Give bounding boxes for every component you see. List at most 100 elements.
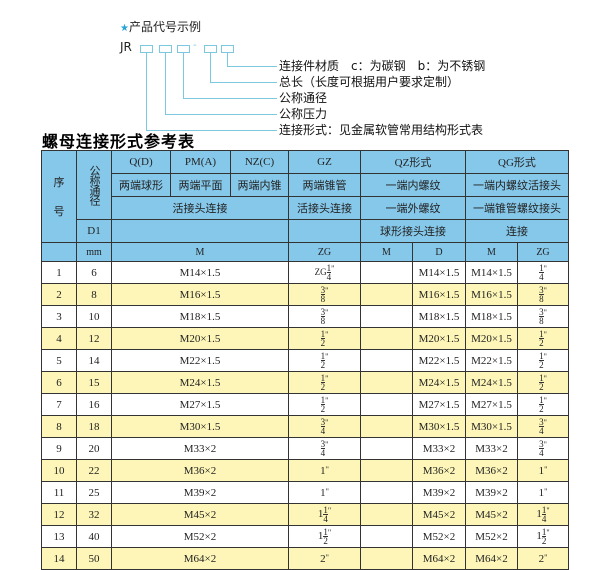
- qz-m: [360, 459, 413, 482]
- header-qz-m: M: [360, 242, 413, 262]
- nominal-diameter: 50: [76, 547, 112, 570]
- zg-prefix: ZG: [314, 267, 327, 278]
- header-gz: GZ: [288, 150, 361, 174]
- inch-mark: ": [325, 552, 329, 562]
- qz-d: M18×1.5: [412, 305, 466, 328]
- thread-m: M18×1.5: [111, 305, 289, 328]
- example-heading: ★产品代号示例: [120, 20, 201, 34]
- inch-mark: ": [544, 464, 548, 474]
- qz-d: M22×1.5: [412, 349, 466, 372]
- inch-mark: ": [327, 506, 332, 515]
- zg-numerator: 1: [539, 395, 544, 405]
- header-qg-desc3: 连接: [465, 219, 569, 243]
- zg-numerator: 1: [326, 263, 332, 273]
- qz-d: M36×2: [412, 459, 466, 482]
- zg-denominator: 4: [539, 272, 544, 282]
- thread-m: M14×1.5: [111, 261, 289, 284]
- qz-m: [360, 503, 413, 526]
- gz-thread: 1 2 ": [288, 349, 361, 372]
- header-union: 活接头连接: [111, 196, 289, 220]
- header-zg: ZG: [288, 242, 361, 262]
- row-number: 9: [41, 437, 77, 460]
- table-row: 8 18 M30×1.5 3 4 " M30×1.5 M30×1.5 3 4 ": [41, 415, 569, 438]
- zg-numerator: 1: [539, 263, 544, 273]
- qg-zg: 1 1 2 ": [517, 525, 569, 548]
- row-number: 13: [41, 525, 77, 548]
- header-gz-desc: 两端锥管: [288, 173, 361, 197]
- qz-m: [360, 547, 413, 570]
- gz-thread: 3 8 ": [288, 283, 361, 306]
- qz-d: M20×1.5: [412, 327, 466, 350]
- qg-zg: 3 4 ": [517, 437, 569, 460]
- table-row: 12 32 M45×2 1 1 4 " M45×2 M45×2 1 1 4 ": [41, 503, 569, 526]
- header-d1: D1: [76, 219, 112, 243]
- thread-m: M45×2: [111, 503, 289, 526]
- zg-numerator: 1: [323, 505, 328, 515]
- zg-denominator: 4: [323, 514, 328, 524]
- nominal-diameter: 40: [76, 525, 112, 548]
- table-title: 螺母连接形式参考表: [42, 132, 196, 151]
- inch-mark: ": [543, 440, 547, 449]
- zg-denominator: 2: [323, 536, 328, 546]
- header-qz-desc2: 一端外螺纹: [360, 196, 466, 220]
- qz-m: [360, 371, 413, 394]
- gz-thread: 1 2 ": [288, 327, 361, 350]
- row-number: 1: [41, 261, 77, 284]
- qz-d: M52×2: [412, 525, 466, 548]
- qg-m: M52×2: [465, 525, 518, 548]
- row-number: 6: [41, 371, 77, 394]
- header-qz-desc3: 球形接头连接: [360, 219, 466, 243]
- table-row: 3 10 M18×1.5 3 8 " M18×1.5 M18×1.5 3 8 ": [41, 305, 569, 328]
- zg-numerator: 3: [320, 439, 326, 449]
- zg-whole: 2: [320, 552, 326, 565]
- thread-m: M27×1.5: [111, 393, 289, 416]
- header-blank: [111, 219, 289, 243]
- thread-m: M22×1.5: [111, 349, 289, 372]
- star-icon: ★: [120, 23, 129, 34]
- thread-m: M36×2: [111, 459, 289, 482]
- product-code: JR: [120, 40, 132, 54]
- row-number: 14: [41, 547, 77, 570]
- row-number: 7: [41, 393, 77, 416]
- qg-m: M33×2: [465, 437, 518, 460]
- table-row: 2 8 M16×1.5 3 8 " M16×1.5 M16×1.5 3 8 ": [41, 283, 569, 306]
- label-nominal-diameter: 公称通径: [279, 91, 328, 105]
- thread-m: M64×2: [111, 547, 289, 570]
- zg-denominator: 8: [320, 316, 326, 326]
- inch-mark: ": [544, 486, 548, 496]
- inch-mark: ": [325, 396, 329, 405]
- header-pm-desc: 两端平面: [170, 173, 231, 197]
- gz-thread: 1 1 4 ": [288, 503, 361, 526]
- qg-zg: 2": [517, 547, 569, 570]
- nominal-diameter: 15: [76, 371, 112, 394]
- gz-thread: 1 2 ": [288, 371, 361, 394]
- nominal-diameter: 14: [76, 349, 112, 372]
- table-row: 7 16 M27×1.5 1 2 " M27×1.5 M27×1.5 1 2 ": [41, 393, 569, 416]
- qg-zg: 3 4 ": [517, 415, 569, 438]
- label-material: 连接件材质 c：为碳钢 b：为不锈钢: [279, 59, 486, 73]
- nominal-diameter: 18: [76, 415, 112, 438]
- inch-mark: ": [546, 528, 550, 537]
- row-number: 10: [41, 459, 77, 482]
- zg-denominator: 8: [539, 294, 544, 304]
- qz-d: M27×1.5: [412, 393, 466, 416]
- zg-denominator: 2: [539, 404, 544, 414]
- header-nz-desc: 两端内锥: [230, 173, 289, 197]
- zg-whole: 1: [320, 464, 326, 477]
- qg-zg: 1 2 ": [517, 349, 569, 372]
- row-number: 5: [41, 349, 77, 372]
- header-seq: 序 号: [41, 150, 77, 243]
- header-qd-desc: 两端球形: [111, 173, 171, 197]
- zg-denominator: 4: [320, 426, 326, 436]
